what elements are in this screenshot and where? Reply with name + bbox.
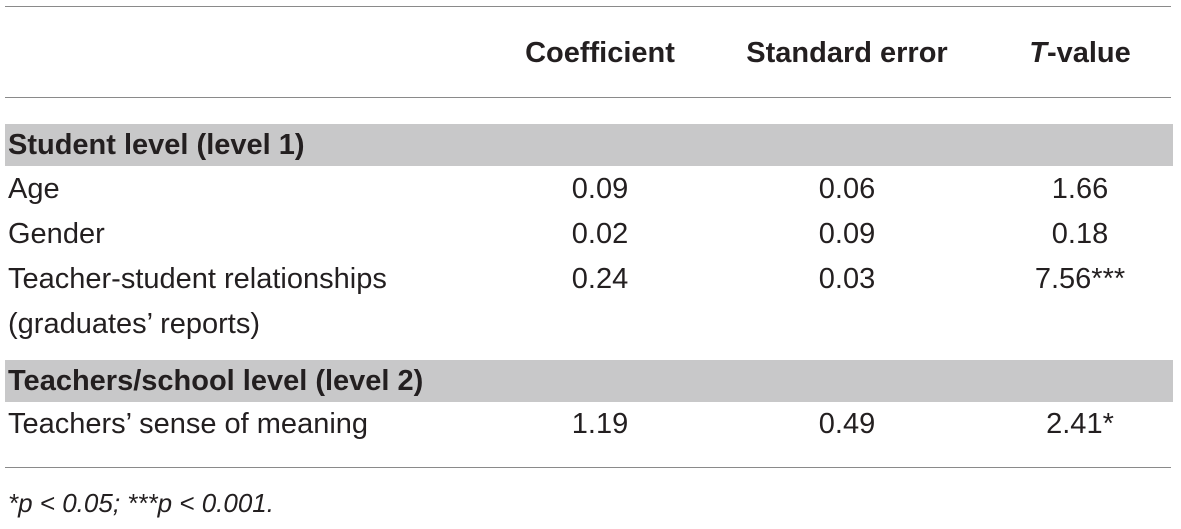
table-top-rule (5, 6, 1171, 7)
t-value-cell: 2.41* (1046, 408, 1114, 440)
row-label: Age (8, 173, 60, 205)
standard-error-cell: 0.49 (818, 408, 876, 440)
t-value-cell: 7.56*** (1034, 263, 1126, 295)
coefficient-cell: 0.02 (571, 218, 629, 250)
header-coefficient: Coefficient (525, 37, 675, 69)
section-header-teachers-school-level: Teachers/school level (level 2) (5, 360, 1173, 402)
standard-error-cell: 0.06 (818, 173, 876, 205)
row-label: Teacher-student relationships (8, 263, 387, 295)
coefficient-cell: 1.19 (571, 408, 629, 440)
row-label-continued: (graduates’ reports) (8, 308, 260, 340)
table-bottom-rule (5, 467, 1171, 468)
coefficient-cell: 0.09 (571, 173, 629, 205)
t-value-cell: 0.18 (1051, 218, 1109, 250)
row-label: Teachers’ sense of meaning (8, 408, 369, 440)
header-t-value-rest: -value (1046, 37, 1131, 69)
header-t-value-italic: T (1029, 37, 1047, 69)
table-footnote: *p < 0.05; ***p < 0.001. (8, 488, 274, 518)
standard-error-cell: 0.03 (818, 263, 876, 295)
header-standard-error: Standard error (746, 37, 948, 69)
section-header-student-level: Student level (level 1) (5, 124, 1173, 166)
section-title: Student level (level 1) (8, 129, 305, 161)
coefficient-cell: 0.24 (571, 263, 629, 295)
header-t-value: T-value (995, 33, 1165, 73)
section-title: Teachers/school level (level 2) (8, 365, 424, 397)
standard-error-cell: 0.09 (818, 218, 876, 250)
header-rule (5, 97, 1171, 98)
t-value-cell: 1.66 (1051, 173, 1109, 205)
row-label: Gender (8, 218, 105, 250)
